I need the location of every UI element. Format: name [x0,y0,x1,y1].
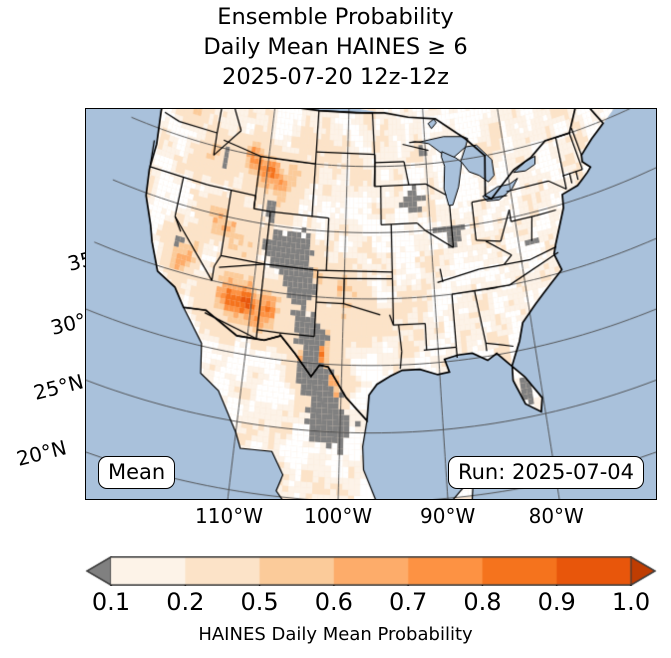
title-line-1: Ensemble Probability [217,4,454,30]
run-label-text: Run: 2025-07-04 [457,460,634,484]
title-line-3: 2025-07-20 12z-12z [222,64,449,90]
lon-tick-110: 110°W [195,504,263,528]
colorbar-tick-0-2: 0.2 [166,588,205,616]
probability-heatmap [86,109,656,499]
title-line-2: Daily Mean HAINES ≥ 6 [203,34,468,60]
lon-tick-90: 90°W [420,504,476,528]
colorbar-tick-0-5: 0.5 [240,588,279,616]
lat-tick-20: 20°N [13,435,69,471]
colorbar-gradient [85,556,657,586]
lon-tick-100: 100°W [304,504,373,528]
colorbar-tick-labels: 0.1 0.2 0.5 0.6 0.7 0.8 0.9 1.0 [85,588,657,616]
mean-label-box: Mean [98,456,176,489]
colorbar-tick-0-8: 0.8 [463,588,502,616]
colorbar-tick-0-6: 0.6 [314,588,353,616]
mean-label-text: Mean [108,460,166,484]
colorbar-tick-0-9: 0.9 [537,588,576,616]
lat-tick-25: 25°N [31,369,86,405]
colorbar-tick-0-1: 0.1 [91,588,131,616]
colorbar-tick-0-7: 0.7 [389,588,428,616]
colorbar-title: HAINES Daily Mean Probability [198,624,473,645]
colorbar [85,556,657,586]
map-plot-area[interactable]: Mean Run: 2025-07-04 [85,108,657,500]
run-label-box: Run: 2025-07-04 [447,456,644,489]
colorbar-tick-1-0: 1.0 [611,588,651,616]
page-title: Ensemble Probability Daily Mean HAINES ≥… [0,2,671,92]
lon-tick-80: 80°W [528,504,584,528]
